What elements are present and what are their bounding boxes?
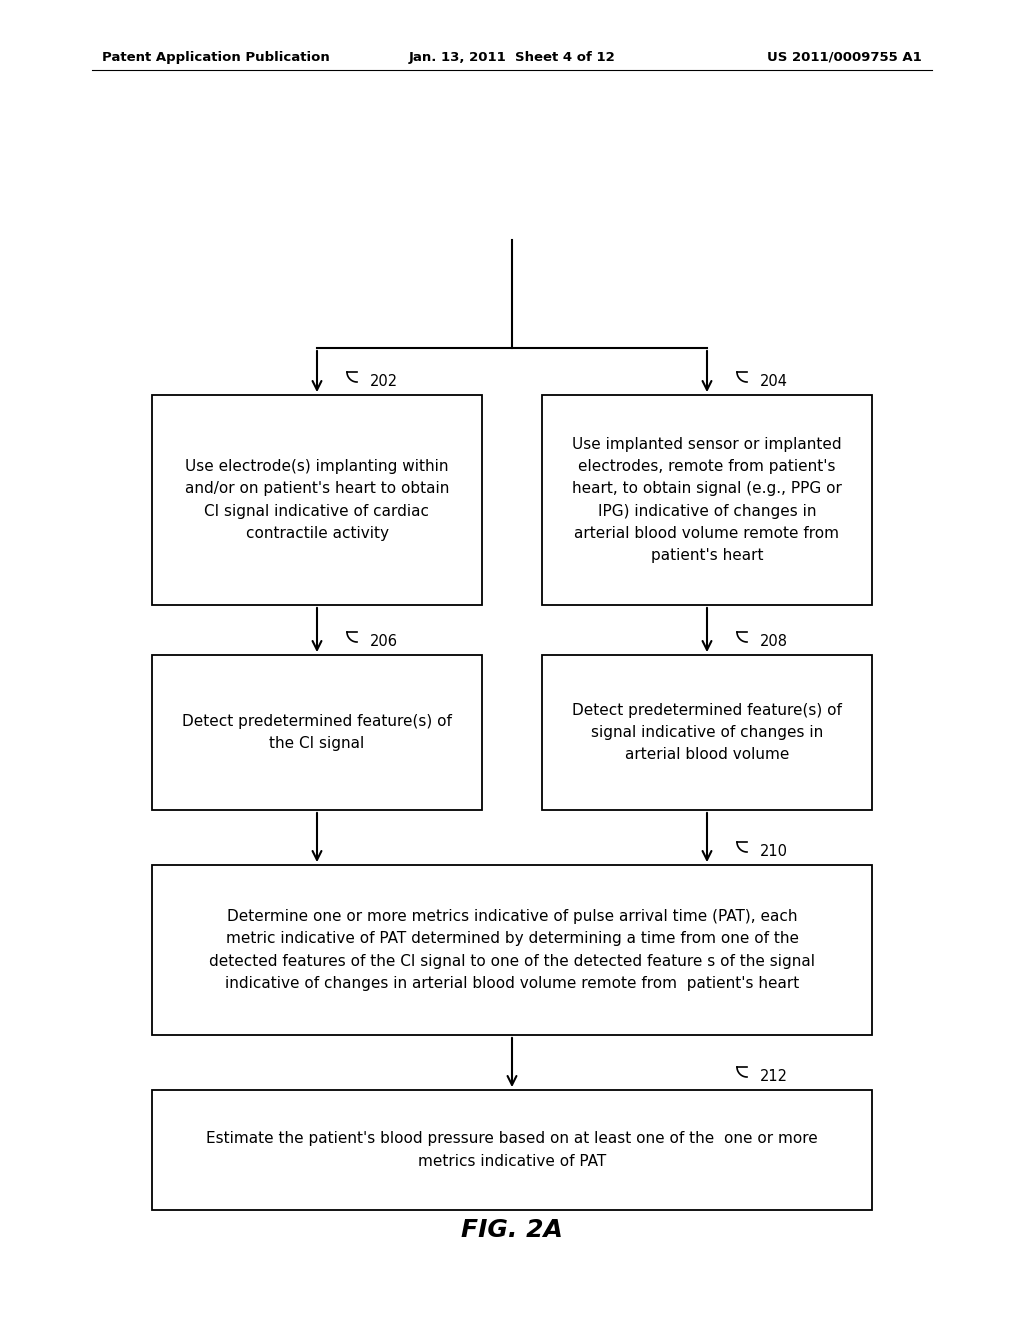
Text: 206: 206 [370,634,398,649]
Text: Determine one or more metrics indicative of pulse arrival time (PAT), each
metri: Determine one or more metrics indicative… [209,909,815,991]
Text: 202: 202 [370,374,398,389]
Text: Detect predetermined feature(s) of
the CI signal: Detect predetermined feature(s) of the C… [182,714,452,751]
Text: 212: 212 [760,1069,788,1084]
Text: Detect predetermined feature(s) of
signal indicative of changes in
arterial bloo: Detect predetermined feature(s) of signa… [572,702,842,762]
Text: Estimate the patient's blood pressure based on at least one of the  one or more
: Estimate the patient's blood pressure ba… [206,1131,818,1168]
Text: 210: 210 [760,843,788,859]
Text: Jan. 13, 2011  Sheet 4 of 12: Jan. 13, 2011 Sheet 4 of 12 [409,50,615,63]
Text: Patent Application Publication: Patent Application Publication [102,50,330,63]
Text: Use electrode(s) implanting within
and/or on patient's heart to obtain
CI signal: Use electrode(s) implanting within and/o… [184,459,450,541]
Bar [152,865,872,1035]
Text: 208: 208 [760,634,788,649]
Bar [152,655,482,810]
Bar [152,1090,872,1210]
Bar [152,395,482,605]
Text: 204: 204 [760,374,788,389]
Text: Use implanted sensor or implanted
electrodes, remote from patient's
heart, to ob: Use implanted sensor or implanted electr… [572,437,842,564]
Bar [542,655,872,810]
Text: US 2011/0009755 A1: US 2011/0009755 A1 [767,50,922,63]
Bar [542,395,872,605]
Text: FIG. 2A: FIG. 2A [461,1218,563,1242]
